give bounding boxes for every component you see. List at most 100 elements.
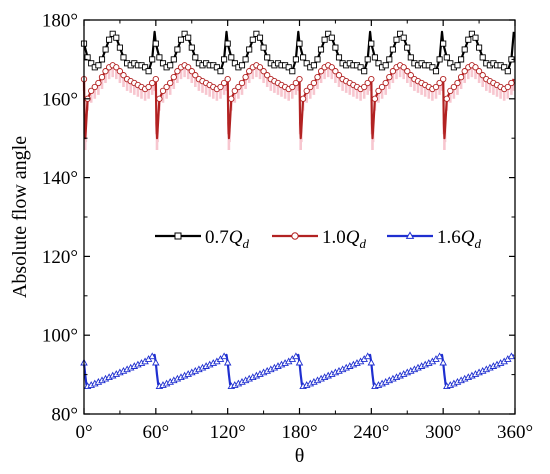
data-point	[217, 83, 224, 91]
data-point	[461, 68, 468, 75]
data-point	[389, 46, 396, 53]
data-point	[149, 56, 156, 63]
legend-label: 0.7Qd	[205, 227, 249, 251]
data-point	[371, 95, 379, 102]
data-point	[289, 83, 296, 91]
data-point	[404, 44, 411, 51]
data-point	[375, 60, 382, 67]
data-point	[159, 87, 167, 95]
data-point	[447, 60, 454, 67]
series-1.0qd	[80, 62, 515, 140]
data-point	[407, 54, 414, 61]
data-point	[174, 46, 181, 53]
data-point	[361, 83, 368, 91]
data-point	[364, 56, 371, 63]
data-point	[501, 64, 508, 71]
data-point	[170, 56, 177, 63]
data-point	[249, 36, 256, 43]
data-point	[238, 62, 246, 69]
data-point	[95, 62, 102, 69]
data-point	[432, 68, 440, 75]
x-tick-label: 360°	[497, 422, 533, 443]
data-point	[472, 34, 479, 41]
data-point	[479, 54, 486, 61]
data-point	[235, 83, 242, 91]
data-point	[223, 358, 232, 366]
data-point	[368, 75, 375, 83]
data-point	[407, 72, 414, 79]
x-tick-label: 240°	[353, 422, 389, 443]
data-point	[260, 68, 267, 75]
data-point	[378, 83, 386, 91]
data-point	[242, 56, 249, 63]
data-point	[253, 30, 260, 37]
legend-marker	[405, 231, 415, 239]
data-point	[242, 73, 249, 81]
data-point	[382, 62, 389, 69]
data-point	[504, 83, 511, 91]
data-point	[292, 56, 299, 63]
data-point	[461, 46, 468, 53]
y-tick-label: 100°	[42, 326, 78, 347]
data-point	[221, 56, 228, 63]
y-tick-label: 80°	[51, 405, 78, 426]
data-point	[102, 68, 109, 75]
data-point	[256, 34, 264, 41]
data-point	[465, 36, 472, 43]
data-point	[371, 54, 378, 61]
data-point	[332, 68, 339, 75]
data-point	[170, 73, 177, 81]
data-point	[231, 60, 238, 67]
data-point	[167, 62, 174, 69]
data-point	[167, 79, 174, 87]
x-axis-label: θ	[295, 445, 305, 467]
data-point	[310, 79, 318, 87]
data-point	[507, 352, 516, 360]
data-point	[443, 54, 450, 61]
data-point	[447, 87, 454, 95]
data-point	[217, 68, 224, 75]
data-point	[382, 79, 389, 87]
data-point	[220, 352, 228, 360]
data-point	[116, 44, 123, 51]
data-point	[264, 72, 271, 79]
data-point	[504, 68, 511, 75]
data-point	[152, 75, 159, 83]
data-point	[213, 64, 220, 71]
data-point	[321, 36, 328, 43]
data-point	[142, 64, 149, 71]
data-point	[260, 44, 267, 51]
data-point	[300, 54, 307, 61]
y-axis-label: Absolute flow angle	[9, 136, 31, 298]
legend-item-1.6qd: 1.6Qd	[387, 227, 481, 251]
data-point	[152, 40, 159, 47]
data-point	[335, 54, 343, 61]
data-point	[299, 95, 307, 102]
y-tick-label: 160°	[42, 89, 78, 110]
series-1.6qd	[80, 352, 516, 390]
y-tick-label: 120°	[42, 247, 78, 268]
data-point	[375, 87, 382, 95]
data-point	[228, 95, 235, 102]
x-tick-label: 0°	[75, 422, 92, 443]
data-point	[152, 358, 160, 366]
axes-layer: 0° 60° 120° 180° 240° 300° 360° 80° 100° 120° 140°…	[42, 11, 533, 444]
data-point	[458, 56, 465, 63]
data-point	[109, 30, 116, 37]
data-point	[317, 46, 325, 53]
data-point	[188, 68, 195, 75]
legend-marker	[291, 232, 299, 240]
data-point	[476, 44, 483, 51]
data-point	[357, 64, 364, 71]
x-tick-label: 180°	[281, 422, 317, 443]
data-point	[325, 30, 332, 37]
data-point	[296, 40, 303, 47]
data-point	[303, 87, 310, 95]
data-point	[185, 64, 192, 71]
data-point	[163, 83, 170, 91]
data-point	[220, 79, 228, 87]
data-point	[440, 75, 447, 83]
y-tick-label: 180°	[42, 11, 78, 32]
data-point	[475, 68, 483, 75]
